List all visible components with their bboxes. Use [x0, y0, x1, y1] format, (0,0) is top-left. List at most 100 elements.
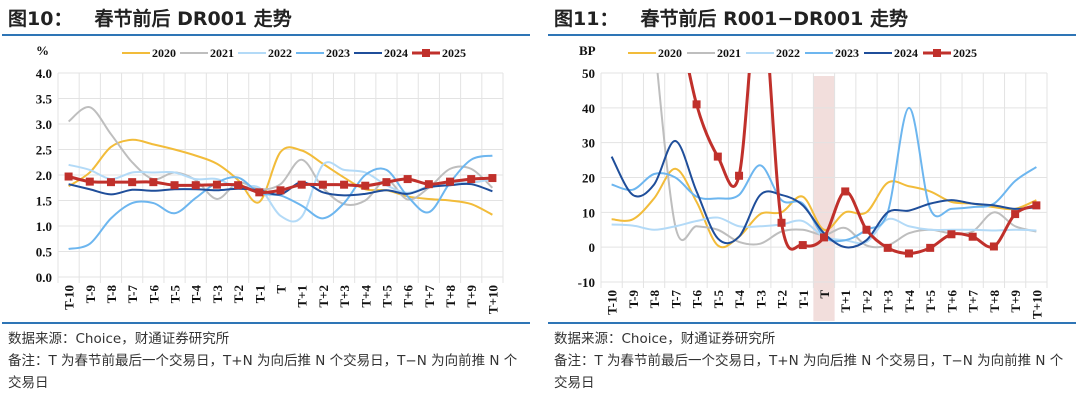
y-tick-label: 1.5 [36, 194, 53, 209]
x-tick-label: T-7 [668, 290, 683, 309]
figure-number: 图11： [554, 8, 619, 30]
data-point-2025 [735, 171, 744, 180]
x-tick-label: T+10 [1029, 290, 1044, 319]
y-tick-label: 3.0 [36, 117, 52, 132]
x-tick-label: T+7 [422, 285, 437, 308]
x-tick-label: T-4 [732, 290, 747, 309]
x-tick-label: T-3 [753, 290, 768, 309]
legend-label: 2022 [776, 46, 800, 60]
x-tick-label: T [817, 290, 832, 299]
legend-label: 2021 [210, 46, 234, 60]
x-tick-label: T+6 [944, 290, 959, 313]
panel-left: 图10： 春节前后 DR001 走势 0.0 0.5 1.0 1.5 2.0 2.5 3.0 3… [2, 0, 532, 403]
legend-marker [933, 49, 941, 57]
data-point-2025 [1032, 201, 1041, 210]
data-point-2025 [777, 218, 786, 227]
x-tick-label: T+5 [379, 285, 394, 308]
series-line-2021 [656, 73, 1037, 249]
x-tick-label: T-1 [252, 285, 267, 303]
legend-label: 2023 [326, 46, 350, 60]
series-group [64, 106, 497, 250]
x-tick-label: T+2 [859, 290, 874, 313]
y-tick-label: 50 [582, 66, 595, 81]
x-tick-label: T-4 [189, 285, 204, 304]
x-tick-label: T-8 [647, 290, 662, 309]
x-tick-label: T+9 [1008, 290, 1023, 313]
data-point-2025 [947, 230, 956, 239]
legend-marker [422, 49, 430, 57]
data-point-2025 [713, 152, 722, 161]
series-line-2024 [68, 181, 493, 197]
data-point-2025 [106, 178, 115, 187]
legend-label: 2022 [268, 46, 292, 60]
x-tick-label: T+4 [902, 290, 917, 313]
x-tick-label: T-9 [83, 285, 98, 304]
chart-title: 图10： 春节前后 DR001 走势 [8, 4, 292, 31]
x-tick-label: T+3 [881, 290, 896, 313]
bottom-rule [2, 322, 530, 324]
data-point-2025 [968, 232, 977, 241]
series-line-2020 [68, 138, 493, 216]
data-point-2025 [424, 180, 433, 189]
y-tick-label: 0.5 [36, 245, 53, 260]
data-point-2025 [234, 181, 243, 190]
x-tick-label: T+2 [316, 285, 331, 308]
data-point-2025 [255, 188, 264, 197]
data-point-2025 [467, 175, 476, 184]
title-rule [548, 34, 1076, 36]
data-point-2025 [488, 174, 497, 183]
data-point-2025 [170, 181, 179, 190]
data-point-2025 [904, 249, 913, 258]
data-point-2025 [692, 100, 701, 109]
data-point-2025 [212, 180, 221, 189]
x-tick-label: T-10 [62, 285, 77, 310]
chart-r001-dr001: -10 0 10 20 30 40 50 BP T-10 T-9 T-8 T-7 T-6 T-5 T-4 T-… [578, 43, 1048, 321]
y-tick-label: 0.0 [36, 270, 52, 285]
x-tick-label: T+6 [401, 285, 416, 308]
data-point-2025 [149, 178, 158, 187]
x-tick-label: T-3 [210, 285, 225, 304]
panel-right: 图11： 春节前后 R001−DR001 走势 -10 0 10 20 30 40 50 BP T… [548, 0, 1078, 403]
y-tick-label: 1.0 [36, 219, 52, 234]
x-tick-label: T-9 [626, 290, 641, 309]
x-tick-label: T-5 [711, 290, 726, 309]
x-tick-label: T-8 [104, 285, 119, 304]
y-tick-label: 3.5 [36, 92, 53, 107]
data-point-2025 [361, 181, 370, 190]
x-tick-label: T+3 [337, 285, 352, 308]
data-point-2025 [276, 186, 285, 195]
x-tick-label: T [274, 285, 289, 294]
bottom-rule [548, 322, 1076, 324]
data-point-2025 [85, 177, 94, 186]
x-tick-label: T-10 [605, 290, 620, 315]
title-text: 春节前后 R001−DR001 走势 [640, 8, 908, 30]
data-point-2025 [862, 225, 871, 234]
data-point-2025 [989, 242, 998, 251]
x-tick-label: T+9 [464, 285, 479, 308]
legend-label: 2024 [894, 46, 918, 60]
highlight-band [813, 76, 835, 321]
legend-label: 2023 [835, 46, 859, 60]
legend-label: 2025 [442, 46, 466, 60]
data-point-2025 [340, 180, 349, 189]
data-point-2025 [297, 180, 306, 189]
y-tick-label: 30 [582, 136, 595, 151]
legend-label: 2025 [953, 46, 977, 60]
source-note: 数据来源：Choice，财通证券研究所 [8, 331, 230, 347]
chart-title: 图11： 春节前后 R001−DR001 走势 [554, 4, 908, 31]
x-tick-label: T+1 [838, 290, 853, 313]
x-tick-label: T-7 [125, 285, 140, 304]
series-line-2024 [610, 139, 1037, 249]
x-tick-label: T-6 [146, 285, 161, 304]
data-point-2025 [798, 241, 807, 250]
x-tick-label: T+8 [987, 290, 1002, 313]
y-tick-label: 2.0 [36, 168, 52, 183]
chart-dr001: 0.0 0.5 1.0 1.5 2.0 2.5 3.0 3.5 4.0% T-10 T-9 T-8 T-… [36, 43, 504, 314]
data-point-2025 [191, 181, 200, 190]
data-point-2025 [1011, 210, 1020, 219]
x-tick-label: T-1 [796, 290, 811, 308]
y-tick-label: 10 [582, 205, 595, 220]
legend-label: 2021 [717, 46, 741, 60]
x-tick-label: T+8 [443, 285, 458, 308]
x-tick-label: T+4 [358, 285, 373, 308]
